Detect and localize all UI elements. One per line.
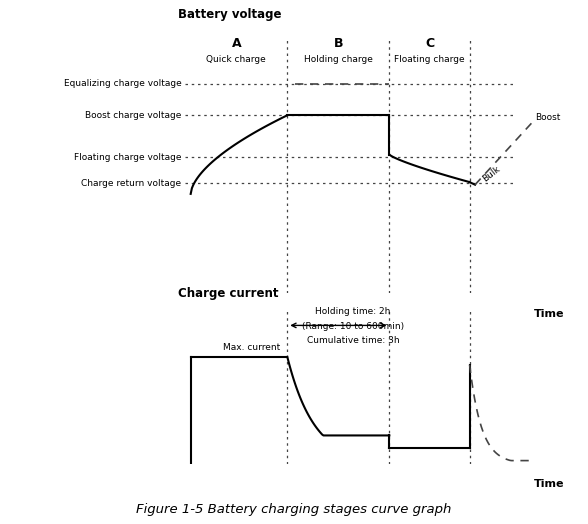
Text: Holding time: 2h: Holding time: 2h — [315, 307, 390, 315]
Text: (Range: 10 to 600min): (Range: 10 to 600min) — [302, 322, 404, 331]
Text: B: B — [333, 37, 343, 50]
Text: Equalizing charge voltage: Equalizing charge voltage — [64, 79, 182, 89]
Text: Boost: Boost — [535, 113, 560, 122]
Text: Time: Time — [534, 309, 564, 319]
Text: Holding charge: Holding charge — [304, 55, 373, 64]
Text: Charge current: Charge current — [178, 287, 279, 300]
Text: Time: Time — [534, 479, 564, 489]
Text: Quick charge: Quick charge — [206, 55, 266, 64]
Text: Cumulative time: 3h: Cumulative time: 3h — [306, 336, 399, 345]
Text: Max. current: Max. current — [223, 343, 280, 352]
Text: Charge return voltage: Charge return voltage — [82, 179, 182, 188]
Text: Floating charge voltage: Floating charge voltage — [74, 152, 182, 162]
Text: Battery voltage: Battery voltage — [178, 8, 282, 21]
Text: Boost charge voltage: Boost charge voltage — [85, 111, 182, 120]
Text: C: C — [425, 37, 434, 50]
Text: A: A — [232, 37, 241, 50]
Text: Floating charge: Floating charge — [394, 55, 465, 64]
Text: Bulk: Bulk — [480, 165, 502, 183]
Text: Figure 1-5 Battery charging stages curve graph: Figure 1-5 Battery charging stages curve… — [136, 503, 452, 516]
